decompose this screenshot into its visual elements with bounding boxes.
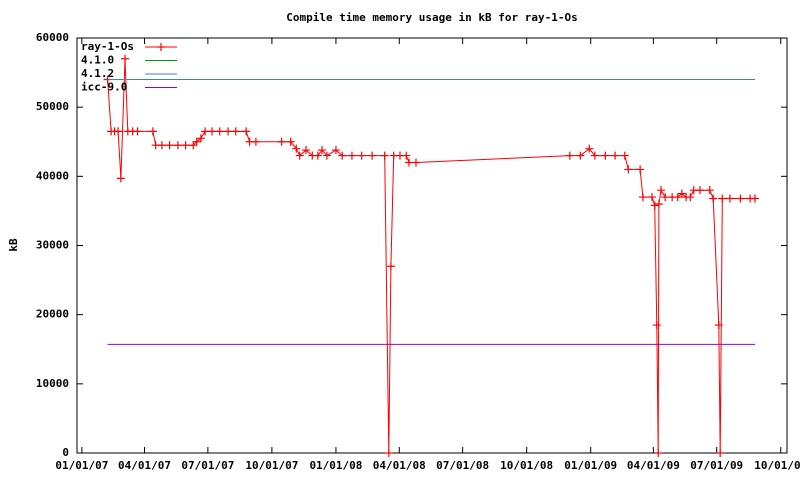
- x-tick-label: 10/01/07: [245, 459, 298, 472]
- point-marker: [173, 141, 182, 150]
- x-tick-label: 10/01/08: [500, 459, 553, 472]
- point-marker: [196, 134, 205, 143]
- x-tick-label: 01/01/09: [564, 459, 617, 472]
- point-marker: [714, 321, 723, 330]
- point-marker: [611, 151, 620, 160]
- y-tick-label: 60000: [36, 31, 69, 44]
- y-tick-label: 0: [62, 446, 69, 459]
- point-marker: [133, 127, 142, 136]
- point-marker: [318, 146, 327, 155]
- y-axis-label: kB: [7, 238, 20, 252]
- x-tick-label: 04/01/08: [373, 459, 426, 472]
- point-marker: [201, 127, 210, 136]
- point-marker: [121, 54, 130, 63]
- legend-label: 4.1.0: [81, 54, 114, 67]
- y-tick-label: 30000: [36, 239, 69, 252]
- y-tick-label: 40000: [36, 169, 69, 182]
- point-marker: [590, 151, 599, 160]
- point-marker: [192, 137, 201, 146]
- point-marker: [624, 165, 633, 174]
- point-marker: [231, 127, 240, 136]
- point-marker: [380, 151, 389, 160]
- point-marker: [654, 200, 663, 208]
- point-marker: [601, 151, 610, 160]
- point-marker: [338, 151, 347, 160]
- point-marker: [347, 151, 356, 160]
- point-marker: [386, 262, 395, 271]
- legend-label: 4.1.2: [81, 67, 114, 80]
- point-marker: [654, 449, 663, 457]
- point-marker: [189, 141, 198, 150]
- point-marker: [411, 158, 420, 167]
- point-marker: [652, 321, 661, 330]
- point-marker: [650, 201, 659, 210]
- point-marker: [148, 127, 157, 136]
- point-marker: [242, 127, 251, 136]
- point-marker: [686, 193, 695, 202]
- y-tick-label: 10000: [36, 377, 69, 390]
- point-marker: [750, 194, 759, 203]
- point-marker: [286, 137, 295, 146]
- point-marker: [357, 151, 366, 160]
- point-marker: [157, 141, 166, 150]
- point-marker: [677, 189, 686, 198]
- point-marker: [295, 151, 304, 160]
- point-marker: [224, 127, 233, 136]
- point-marker: [736, 194, 745, 203]
- point-marker: [302, 146, 311, 155]
- x-tick-label: 01/01/07: [55, 459, 108, 472]
- point-marker: [215, 127, 224, 136]
- point-marker: [251, 137, 260, 146]
- x-tick-label: 01/01/08: [309, 459, 362, 472]
- point-marker: [636, 165, 645, 174]
- legend-label: icc-9.0: [81, 81, 127, 94]
- point-marker: [277, 137, 286, 146]
- point-marker: [585, 144, 594, 153]
- point-marker: [725, 194, 734, 203]
- point-marker: [576, 151, 585, 160]
- point-marker: [208, 127, 217, 136]
- x-tick-label: 10/01/09: [754, 459, 800, 472]
- point-marker: [116, 174, 125, 183]
- point-marker: [292, 144, 301, 153]
- point-marker: [322, 151, 331, 160]
- x-tick-label: 07/01/09: [690, 459, 743, 472]
- point-marker: [673, 193, 682, 202]
- point-marker: [565, 151, 574, 160]
- x-tick-label: 04/01/07: [118, 459, 171, 472]
- point-marker: [368, 151, 377, 160]
- point-marker: [718, 194, 727, 203]
- point-marker: [716, 449, 725, 457]
- legend-label: ray-1-Os: [81, 40, 134, 53]
- point-marker: [709, 194, 718, 203]
- point-marker: [114, 127, 123, 136]
- x-tick-label: 04/01/09: [627, 459, 680, 472]
- point-marker: [695, 186, 704, 195]
- point-marker: [638, 193, 647, 202]
- point-marker: [384, 449, 393, 457]
- y-tick-label: 20000: [36, 308, 69, 321]
- point-marker: [165, 141, 174, 150]
- point-marker: [331, 146, 340, 155]
- legend-marker: [157, 43, 165, 51]
- chart-title: Compile time memory usage in kB for ray-…: [286, 11, 577, 24]
- point-marker: [647, 193, 656, 202]
- point-marker: [661, 193, 670, 202]
- point-marker: [181, 141, 190, 150]
- y-tick-label: 50000: [36, 100, 69, 113]
- x-tick-label: 07/01/08: [436, 459, 489, 472]
- point-marker: [405, 158, 414, 167]
- point-marker: [657, 186, 666, 195]
- point-marker: [313, 151, 322, 160]
- point-marker: [705, 186, 714, 195]
- point-marker: [402, 151, 411, 160]
- x-tick-label: 07/01/07: [181, 459, 234, 472]
- point-marker: [620, 151, 629, 160]
